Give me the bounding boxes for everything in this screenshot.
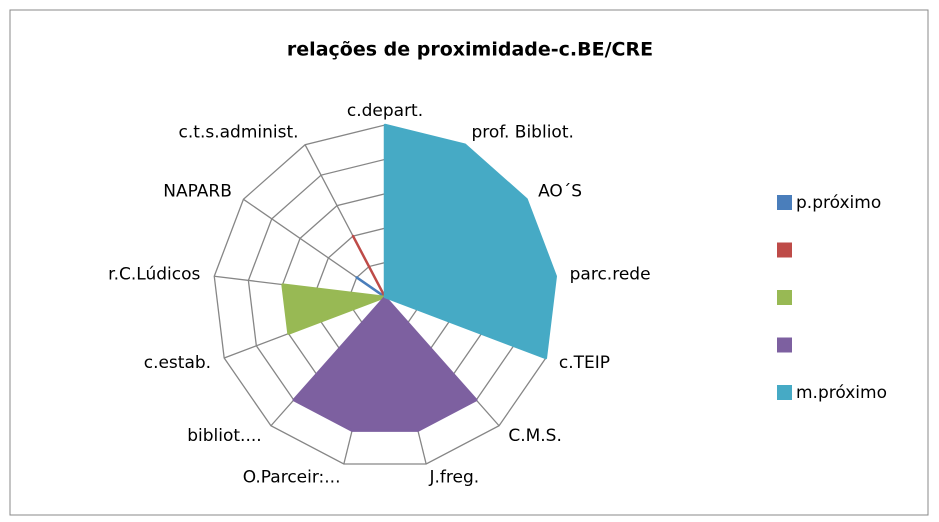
axis-label: r.C.Lúdicos: [108, 265, 200, 285]
axis-label: parc.rede: [570, 265, 651, 285]
radar-area: [292, 295, 478, 432]
legend-swatch: [777, 337, 792, 353]
axis-label: O.Parceir:...: [243, 468, 341, 488]
radar-area: [351, 234, 387, 299]
axis-label: J.freg.: [429, 468, 480, 488]
axis-label: c.TEIP: [559, 353, 610, 373]
axis-label: NAPARB: [163, 181, 232, 201]
chart-title: relações de proximidade-c.BE/CRE: [287, 39, 653, 61]
radar-area: [383, 123, 557, 360]
legend-swatch: [777, 385, 792, 400]
axis-label: c.depart.: [347, 101, 423, 121]
axis-label: c.t.s.administ.: [179, 122, 299, 142]
axis-label: bibliot....: [187, 426, 261, 446]
axis-label: C.M.S.: [508, 426, 562, 446]
legend-swatch: [777, 242, 792, 258]
legend-swatch: [777, 290, 792, 305]
radar-area: [355, 276, 387, 299]
axis-label: AO´S: [538, 181, 582, 201]
axis-label: c.estab.: [144, 353, 211, 373]
radar-area: [281, 283, 387, 335]
legend-label: m.próximo: [796, 383, 887, 403]
legend-label: p.próximo: [796, 193, 881, 213]
legend-swatch: [777, 195, 792, 210]
axis-label: prof. Bibliot.: [471, 122, 573, 142]
